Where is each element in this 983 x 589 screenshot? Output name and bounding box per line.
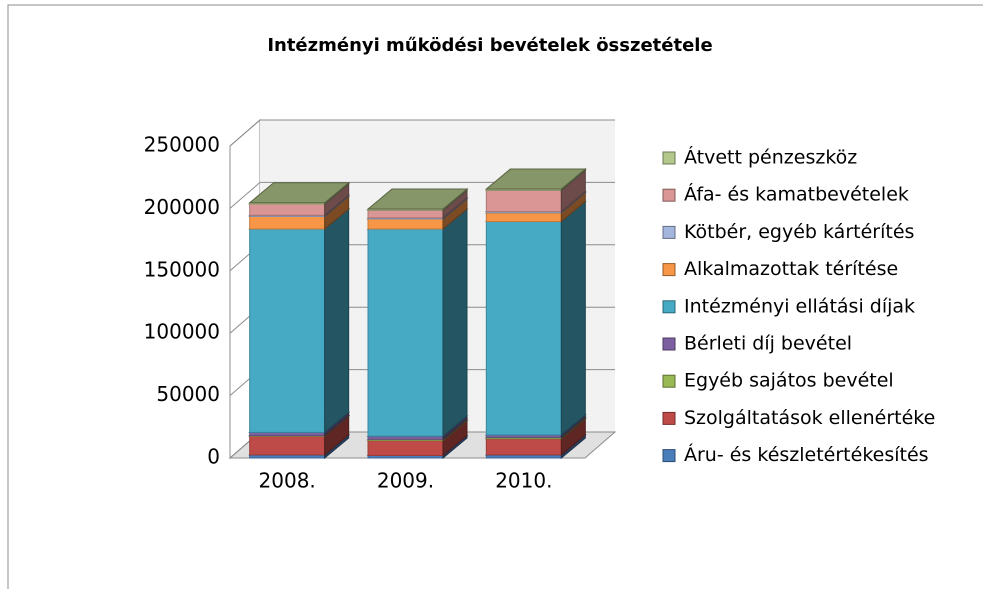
legend-label: Szolgáltatások ellenértéke — [684, 407, 935, 429]
bar-segment — [249, 216, 326, 230]
legend-label: Áfa- és kamatbevételek — [684, 183, 909, 206]
legend-label: Bérleti díj bevétel — [684, 333, 852, 355]
bar-segment — [367, 440, 444, 457]
legend-label: Intézményi ellátási díjak — [684, 295, 915, 317]
legend-label: Áru- és készletértékesítés — [684, 443, 929, 466]
y-tick-label: 0 — [207, 445, 220, 469]
legend-label: Kötbér, egyéb kártérítés — [684, 221, 914, 243]
legend-swatch — [662, 449, 676, 463]
bar-side — [442, 207, 468, 438]
y-tick-label: 250000 — [144, 133, 220, 157]
bar-segment — [367, 218, 444, 230]
y-tick-label: 100000 — [144, 320, 220, 344]
x-tick-label: 2009. — [377, 469, 434, 493]
y-tick-label: 50000 — [156, 382, 220, 406]
bar-top — [484, 168, 587, 190]
bar-segment — [367, 209, 444, 219]
bar-segment — [249, 203, 326, 216]
bar-segment — [249, 435, 326, 456]
legend-swatch — [662, 188, 676, 202]
bar-segment — [249, 228, 326, 433]
x-tick-label: 2008. — [259, 469, 316, 493]
legend-swatch — [662, 337, 676, 351]
legend-swatch — [662, 151, 676, 165]
legend-swatch — [662, 411, 676, 425]
legend-label: Átvett pénzeszköz — [684, 146, 857, 169]
legend-label: Egyéb sajátos bevétel — [684, 370, 894, 392]
legend-swatch — [662, 300, 676, 314]
bar-side — [560, 200, 586, 436]
x-tick-label: 2010. — [495, 469, 552, 493]
legend-swatch — [662, 374, 676, 388]
bar-side — [324, 207, 350, 434]
bar-top — [248, 182, 351, 204]
legend-label: Alkalmazottak térítése — [684, 258, 898, 280]
legend-swatch — [662, 225, 676, 239]
bar-segment — [485, 221, 562, 436]
y-tick-label: 200000 — [144, 195, 220, 219]
grid-line — [229, 119, 615, 147]
bar-segment — [485, 189, 562, 213]
chart-title: Intézményi működési bevételek összetétel… — [267, 35, 712, 56]
bar-segment — [485, 212, 562, 223]
legend-swatch — [662, 263, 676, 277]
bar-segment — [485, 438, 562, 456]
bar-segment — [367, 228, 444, 437]
bar-top — [366, 188, 469, 210]
y-tick-label: 150000 — [144, 257, 220, 281]
